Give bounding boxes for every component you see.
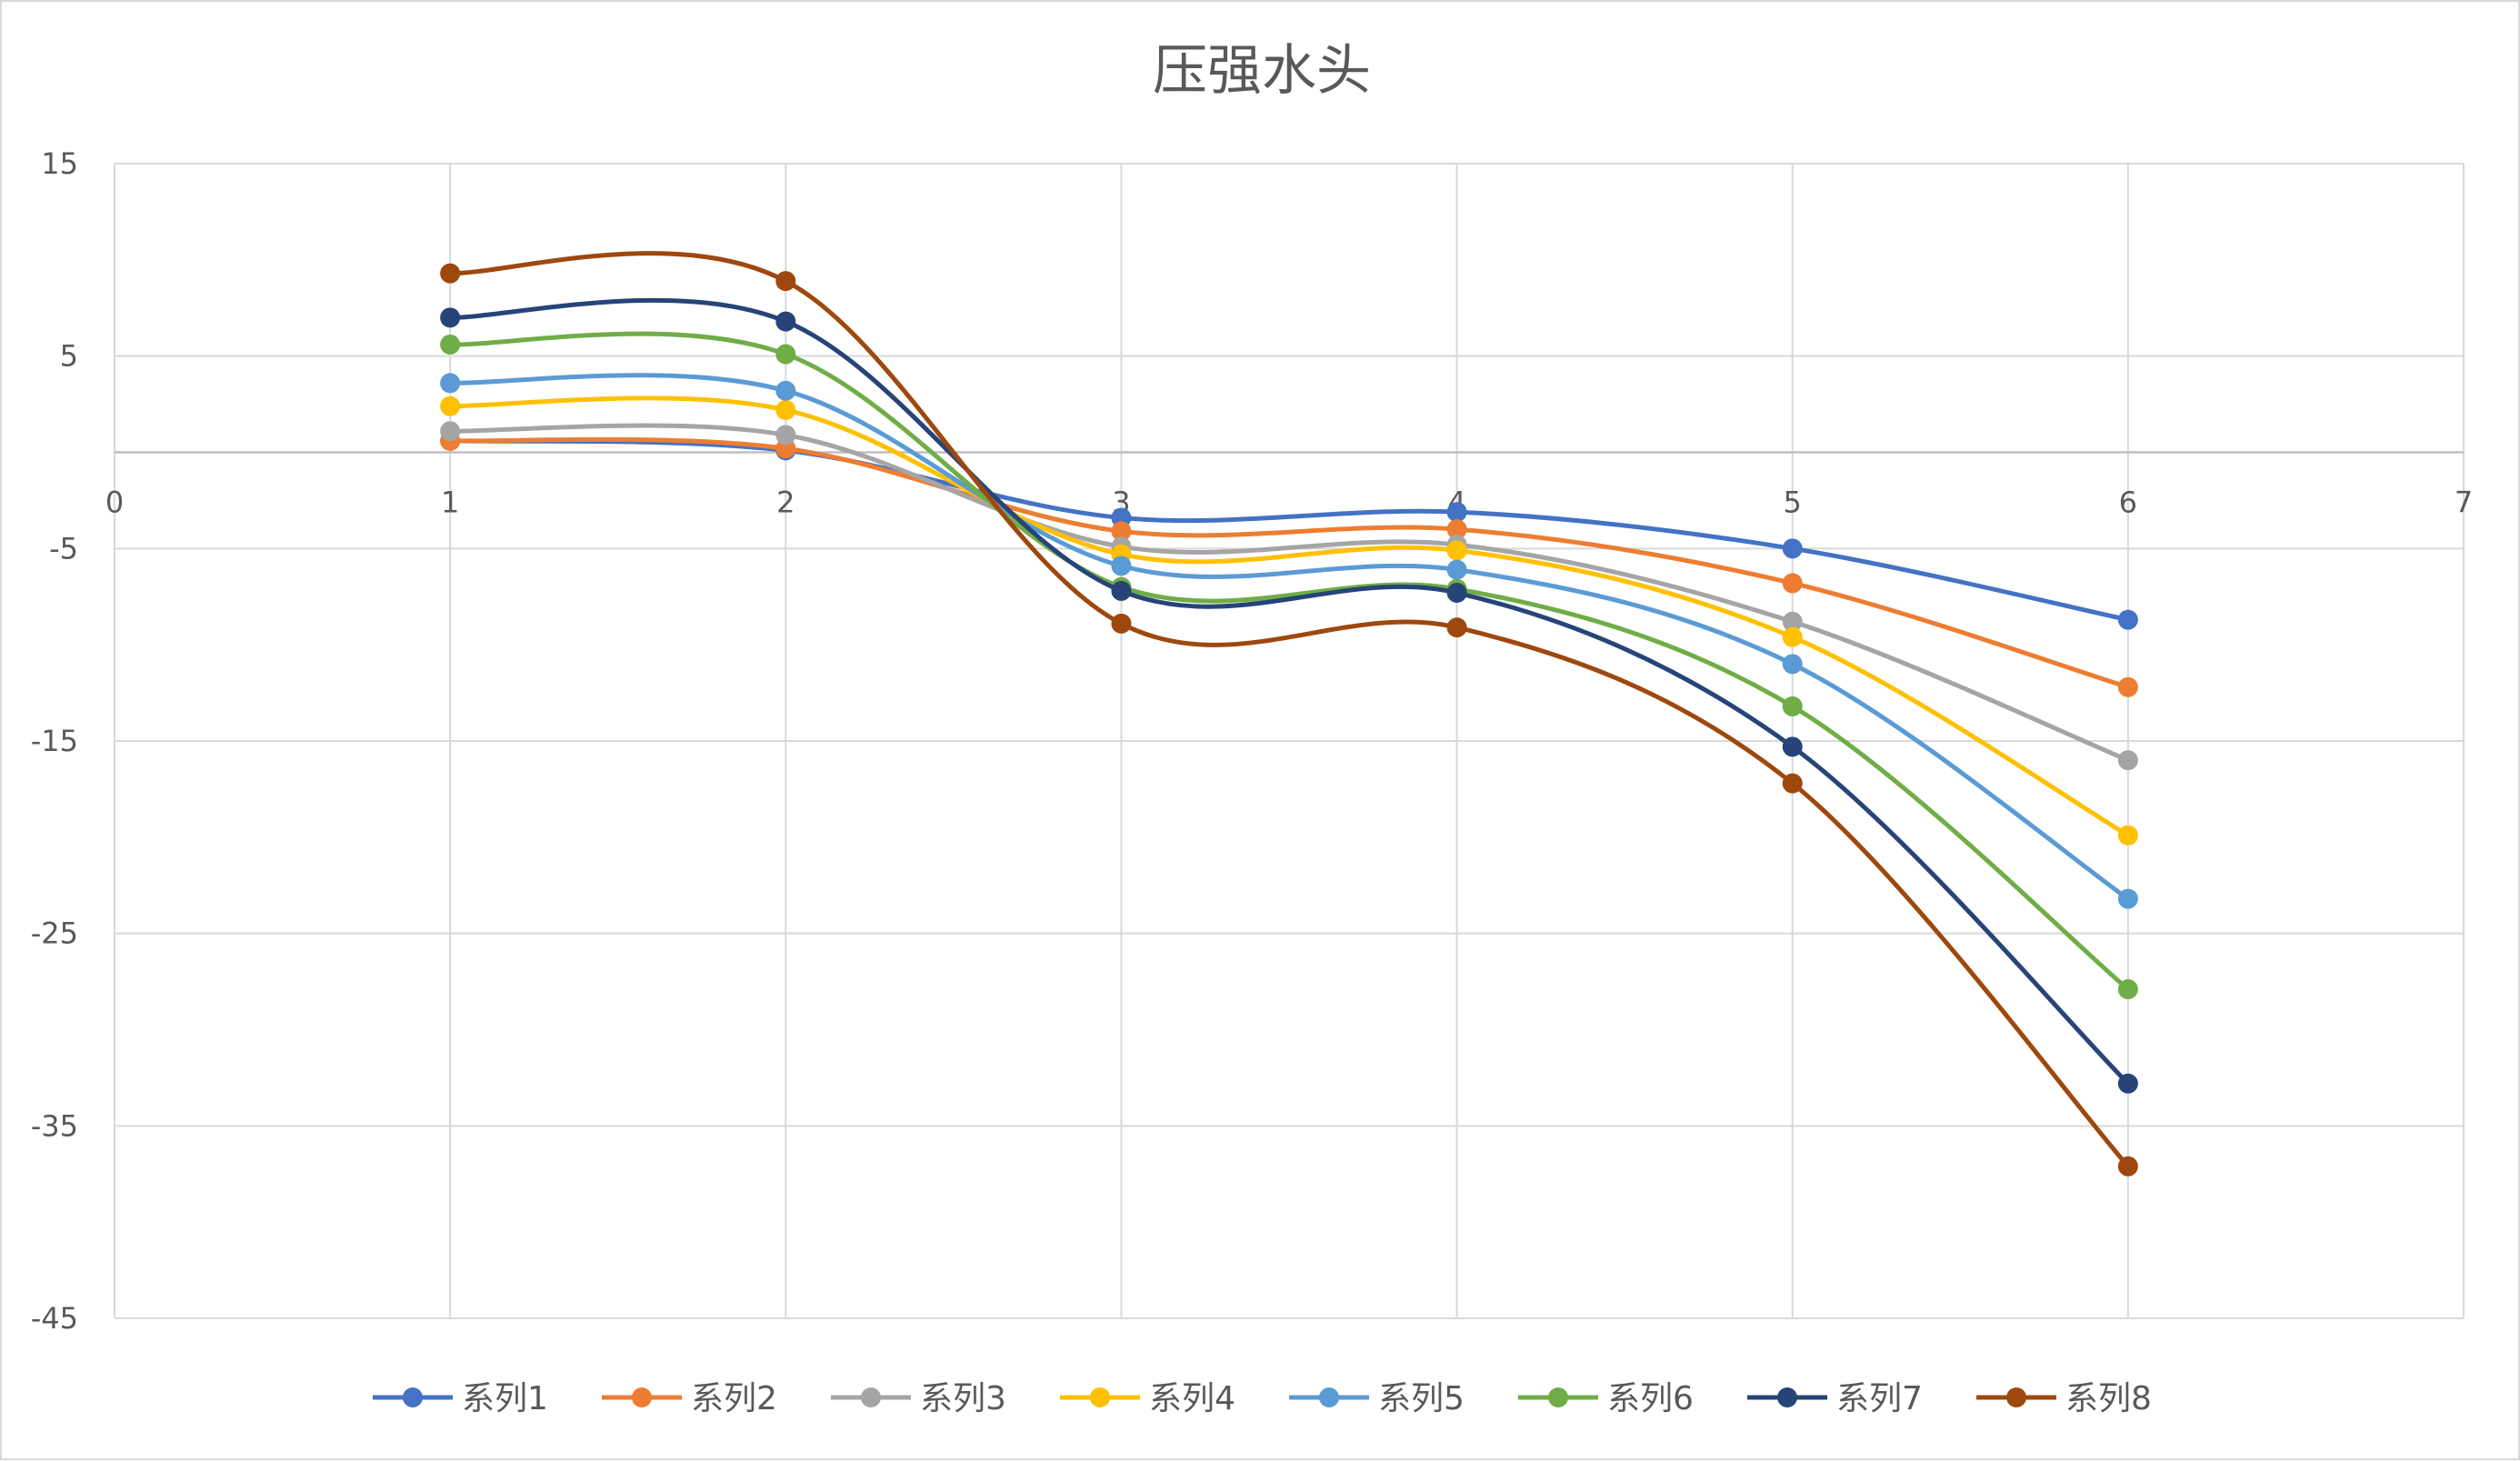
data-point	[2117, 609, 2138, 630]
legend-swatch-marker	[1090, 1387, 1110, 1407]
data-point	[440, 307, 461, 328]
data-point	[1782, 538, 1803, 559]
legend-swatch-marker	[1319, 1387, 1339, 1407]
legend-label: 系列3	[920, 1380, 1006, 1417]
series-5	[440, 373, 2138, 909]
data-point	[1446, 583, 1467, 604]
chart-title: 压强水头	[1153, 39, 1371, 103]
y-tick-label: -5	[49, 531, 78, 566]
data-point	[440, 334, 461, 355]
data-point	[1446, 559, 1467, 580]
legend-label: 系列1	[462, 1380, 548, 1417]
data-point	[1111, 580, 1132, 601]
data-point	[775, 271, 796, 292]
legend-item: 系列5	[1289, 1380, 1465, 1417]
data-point	[1782, 773, 1803, 794]
data-point	[1446, 617, 1467, 638]
x-tick-label: 7	[2455, 486, 2473, 520]
data-point	[1446, 502, 1467, 523]
data-point	[775, 399, 796, 420]
data-point	[2117, 979, 2138, 1000]
data-point	[1782, 611, 1803, 632]
data-point	[775, 344, 796, 365]
data-point	[1782, 654, 1803, 675]
data-point	[1782, 573, 1803, 594]
x-tick-label: 0	[105, 486, 124, 520]
legend-swatch-marker	[632, 1387, 652, 1407]
legend-swatch-marker	[861, 1387, 881, 1407]
series-line	[447, 396, 2131, 838]
series-line	[447, 297, 2131, 1086]
legend-item: 系列2	[602, 1380, 777, 1417]
series-6	[440, 331, 2138, 1000]
data-point	[2117, 750, 2138, 771]
x-tick-label: 6	[2119, 486, 2137, 520]
data-point	[1111, 556, 1132, 576]
legend-item: 系列4	[1060, 1380, 1235, 1417]
series-8	[440, 251, 2138, 1177]
series-4	[440, 396, 2138, 846]
legend-item: 系列8	[1976, 1380, 2152, 1417]
legend-swatch-marker	[403, 1387, 423, 1407]
y-tick-label: 15	[41, 146, 78, 181]
legend-item: 系列7	[1747, 1380, 1923, 1417]
data-point	[2117, 825, 2138, 846]
series-line	[447, 423, 2131, 763]
data-point	[440, 396, 461, 416]
x-tick-label: 1	[441, 486, 459, 520]
data-point	[440, 421, 461, 442]
series-line	[447, 251, 2131, 1169]
legend-label: 系列6	[1607, 1380, 1694, 1417]
data-point	[2117, 888, 2138, 909]
data-point	[1111, 613, 1132, 634]
y-tick-label: -15	[31, 724, 78, 758]
legend-item: 系列6	[1518, 1380, 1694, 1417]
data-point	[1782, 626, 1803, 647]
data-point	[775, 380, 796, 401]
data-point	[1782, 696, 1803, 716]
legend-label: 系列4	[1149, 1380, 1235, 1417]
series-line	[447, 331, 2131, 992]
data-point	[775, 425, 796, 446]
legend-swatch-marker	[1548, 1387, 1568, 1407]
x-tick-label: 2	[776, 486, 795, 520]
y-tick-label: -25	[31, 916, 78, 951]
y-tick-label: -35	[31, 1108, 78, 1143]
series-group	[440, 251, 2138, 1177]
series-line	[447, 436, 2131, 690]
legend-swatch-marker	[2006, 1387, 2026, 1407]
legend-label: 系列8	[2065, 1380, 2152, 1417]
series-line	[447, 438, 2131, 623]
data-point	[1111, 521, 1132, 542]
y-tick-label: 5	[60, 339, 78, 374]
y-tick-label: -45	[31, 1301, 78, 1336]
data-point	[1446, 519, 1467, 540]
data-point	[1446, 540, 1467, 561]
legend-item: 系列3	[831, 1380, 1006, 1417]
data-point	[440, 373, 461, 394]
data-point	[2117, 676, 2138, 697]
legend-label: 系列2	[691, 1380, 777, 1417]
data-point	[440, 263, 461, 284]
data-point	[2117, 1156, 2138, 1177]
data-point	[1782, 736, 1803, 757]
legend-swatch-marker	[1777, 1387, 1797, 1407]
legend: 系列1 系列2 系列3 系列4 系列5 系列6 系列7 系列8	[373, 1380, 2152, 1417]
legend-label: 系列5	[1378, 1380, 1465, 1417]
x-tick-label: 5	[1784, 486, 1802, 520]
data-point	[2117, 1073, 2138, 1094]
series-line	[447, 373, 2131, 902]
legend-label: 系列7	[1836, 1380, 1923, 1417]
series-7	[440, 297, 2138, 1094]
data-point	[775, 311, 796, 332]
legend-item: 系列1	[373, 1380, 548, 1417]
axes: 155-5-15-25-35-4501234567	[31, 146, 2473, 1336]
